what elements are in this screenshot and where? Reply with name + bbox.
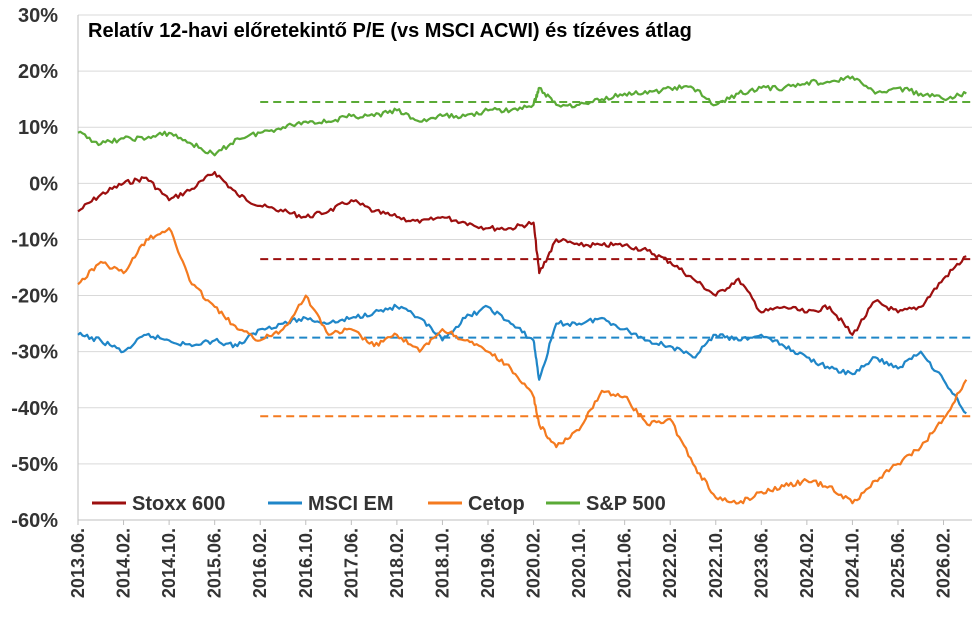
x-tick-label: 2018.02.: [387, 528, 407, 598]
x-tick-label: 2017.06.: [341, 528, 361, 598]
chart-title: Relatív 12-havi előretekintő P/E (vs MSC…: [88, 20, 692, 42]
y-tick-label: 30%: [18, 5, 58, 27]
x-tick-label: 2022.10.: [706, 528, 726, 598]
grid-lines: [78, 14, 972, 521]
average-lines: [260, 100, 972, 418]
y-tick-label: -20%: [11, 286, 58, 308]
legend-label: Stoxx 600: [132, 493, 225, 515]
series-line: [77, 75, 967, 157]
y-tick-label: -40%: [11, 398, 58, 420]
x-tick-label: 2020.02.: [524, 528, 544, 598]
x-tick-label: 2026.02.: [934, 528, 954, 598]
x-tick-label: 2016.02.: [250, 528, 270, 598]
series-line: [77, 303, 967, 415]
y-tick-label: -30%: [11, 342, 58, 364]
legend: Stoxx 600 MSCI EM Cetop S&P 500: [92, 493, 666, 515]
y-tick-label: -50%: [11, 454, 58, 476]
x-tick-label: 2014.02.: [114, 528, 134, 598]
x-tick-label: 2018.10.: [432, 528, 452, 598]
x-tick-label: 2024.10.: [842, 528, 862, 598]
x-tick-label: 2021.06.: [615, 528, 635, 598]
legend-label: Cetop: [468, 493, 525, 515]
y-tick-label: -60%: [11, 510, 58, 532]
legend-label: S&P 500: [586, 493, 666, 515]
series-lines: [77, 75, 968, 505]
y-tick-label: 20%: [18, 61, 58, 83]
series-line: [77, 171, 967, 336]
x-tick-label: 2020.10.: [569, 528, 589, 598]
series-line: [77, 227, 968, 505]
y-tick-label: 0%: [29, 173, 58, 195]
y-tick-label: -10%: [11, 229, 58, 251]
y-axis: 30% 20% 10% 0% -10% -20% -30% -40% -50% -60%: [11, 5, 79, 532]
x-tick-label: 2016.10.: [296, 528, 316, 598]
legend-label: MSCI EM: [308, 493, 394, 515]
x-axis: 2013.06. 2014.02. 2014.10. 2015.06. 2016.02.…: [68, 519, 972, 598]
x-tick-label: 2014.10.: [159, 528, 179, 598]
x-tick-label: 2022.02.: [660, 528, 680, 598]
x-tick-label: 2019.06.: [478, 528, 498, 598]
y-tick-label: 10%: [18, 117, 58, 139]
x-tick-label: 2013.06.: [68, 528, 88, 598]
x-tick-label: 2015.06.: [205, 528, 225, 598]
x-tick-label: 2023.06.: [751, 528, 771, 598]
x-tick-label: 2025.06.: [888, 528, 908, 598]
x-tick-label: 2024.02.: [797, 528, 817, 598]
